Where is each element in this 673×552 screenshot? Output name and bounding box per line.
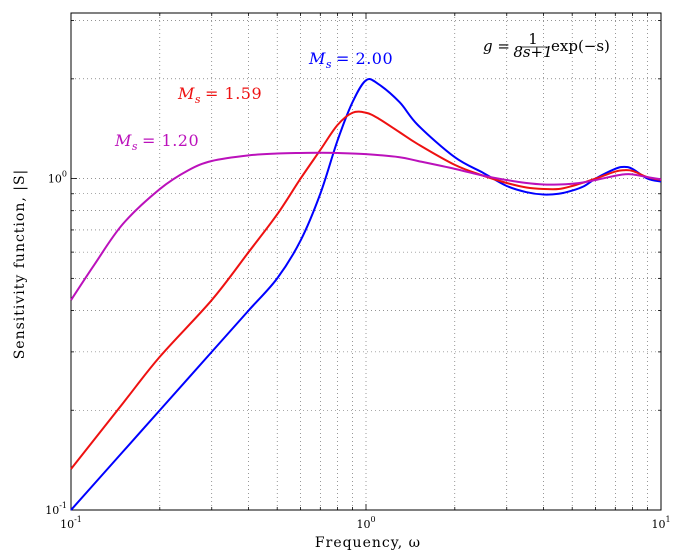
x-tick-label-exponent: 1 [665,515,670,524]
y-axis-label: Sensitivity function, |S| [12,169,28,360]
y-tick-label-base: 10 [48,173,62,186]
y-tick-label-exponent: 0 [62,170,67,179]
series-label-subscript: s [195,93,201,106]
x-tick-label: 100 [356,515,375,531]
y-tick-label: 100 [48,170,67,186]
series-label-m-symbol: M [177,84,195,103]
series-label-ms-2-00: Ms = 2.00 [308,49,393,71]
formula-rhs: exp(−s) [551,37,610,55]
series-label-ms-1-59: Ms = 1.59 [177,84,262,106]
x-tick-label-exponent: -1 [74,515,82,524]
y-tick-label-base: 10 [45,504,59,517]
x-axis-label: Frequency, ω [315,535,421,551]
x-tick-label-base: 10 [651,518,665,531]
series-lines [70,78,662,511]
axis-ticks [70,13,662,511]
grid-lines [71,13,661,510]
x-tick-label-exponent: 0 [370,515,375,524]
transfer-function-annotation: g = 1 8s+1 exp(−s) [483,30,610,61]
y-tick-label: 10-1 [45,501,67,517]
series-label-subscript: s [132,140,138,153]
series-label-value: = 1.20 [142,131,199,150]
series-label-value: = 2.00 [336,49,393,68]
x-tick-label: 10-1 [60,515,82,531]
series-line-2 [70,151,662,301]
series-label-subscript: s [326,58,332,71]
series-line-1 [70,110,662,470]
x-tick-label-base: 10 [356,518,370,531]
formula-numerator: 1 [528,30,538,48]
y-tick-label-exponent: -1 [59,501,67,510]
series-label-value: = 1.59 [205,84,262,103]
x-tick-label-base: 10 [60,518,74,531]
x-tick-label: 101 [651,515,670,531]
series-label-ms-1-20: Ms = 1.20 [114,131,199,153]
series-label-m-symbol: M [308,49,326,68]
series-label-m-symbol: M [114,131,132,150]
formula-denominator: 8s+1 [513,43,552,61]
series-line-0 [70,78,662,511]
formula-lhs: g = [483,37,510,55]
